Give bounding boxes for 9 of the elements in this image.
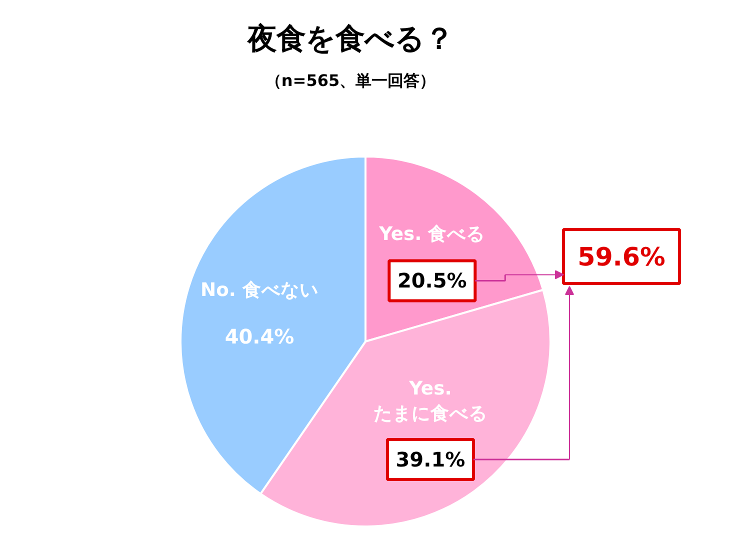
slice-label: No. 食べない (200, 279, 319, 302)
data-label: 20.5% (397, 268, 467, 293)
data-label: 40.4% (224, 324, 294, 349)
data-label: 39.1% (396, 448, 466, 472)
slice-label: Yes. たまに食べる (373, 378, 488, 425)
chart-subtitle: （n=565、単一回答） (265, 71, 436, 90)
chart-title: 夜食を食べる？ (246, 22, 454, 56)
slice-label: Yes. 食べる (378, 223, 486, 246)
text: 59.6% (578, 242, 666, 272)
